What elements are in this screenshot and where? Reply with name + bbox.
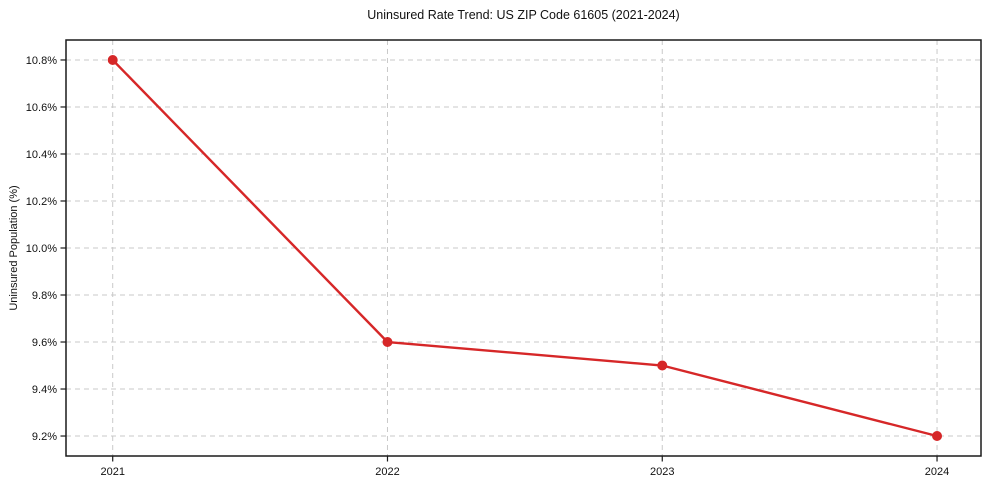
trend-line [111, 58, 939, 438]
y-tick-label: 10.4% [26, 149, 57, 161]
x-tick-label: 2023 [650, 466, 674, 478]
data-point [107, 54, 118, 65]
y-tick-label: 9.6% [32, 337, 57, 349]
y-tick-label: 10.6% [26, 102, 57, 114]
y-tick-label: 9.2% [32, 431, 57, 443]
chart-title: Uninsured Rate Trend: US ZIP Code 61605 … [367, 8, 680, 22]
y-axis-title: Uninsured Population (%) [8, 185, 20, 311]
data-point [382, 337, 393, 348]
data-point [932, 431, 943, 442]
data-point [657, 360, 668, 371]
y-tick-label: 10.2% [26, 196, 57, 208]
y-tick-label: 9.4% [32, 384, 57, 396]
x-tick-label: 2022 [375, 466, 399, 478]
y-tick-label: 10.8% [26, 55, 57, 67]
y-tick-label: 10.0% [26, 243, 57, 255]
x-tick-label: 2021 [100, 466, 124, 478]
x-tick-label: 2024 [925, 466, 949, 478]
y-tick-label: 9.8% [32, 290, 57, 302]
